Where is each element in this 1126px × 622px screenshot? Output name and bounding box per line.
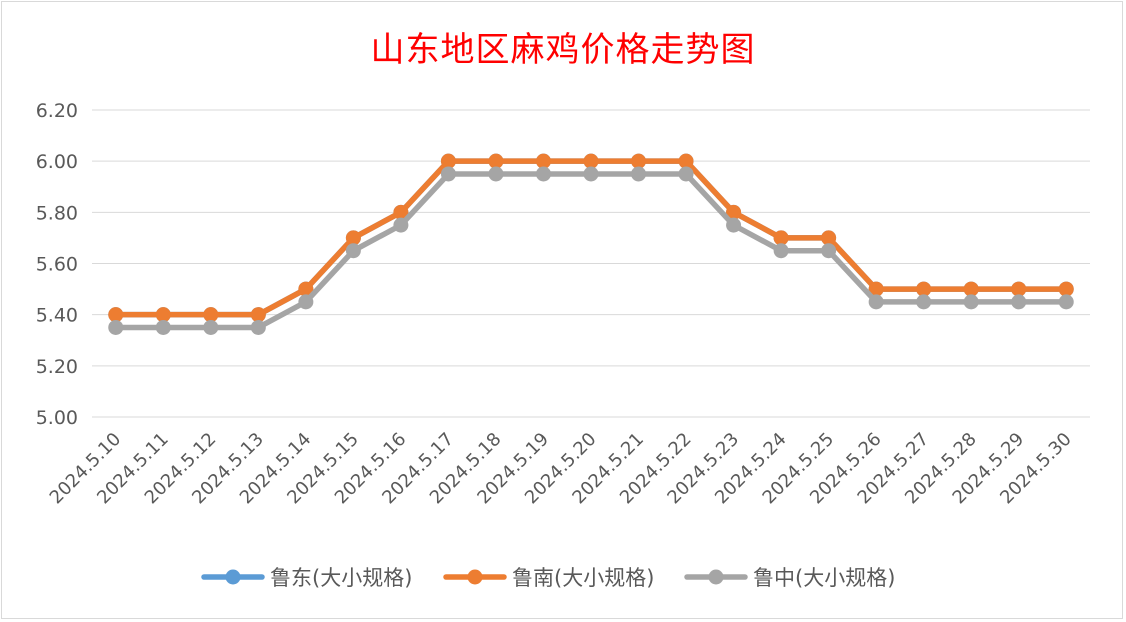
data-point (250, 307, 266, 323)
data-point (916, 281, 932, 297)
data-point (203, 319, 219, 335)
y-tick-label: 5.00 (36, 407, 78, 429)
data-point (821, 230, 837, 246)
data-point (535, 166, 551, 182)
data-point (345, 243, 361, 259)
data-point (1058, 294, 1074, 310)
data-point (678, 153, 694, 169)
legend: 鲁东(大小规格) 鲁南(大小规格) 鲁中(大小规格) (201, 566, 895, 590)
data-point (203, 307, 219, 323)
series-group (108, 153, 1074, 335)
y-axis: 5.00 5.20 5.40 5.60 5.80 6.00 6.20 (36, 100, 78, 429)
y-tick-label: 5.60 (36, 254, 78, 276)
legend-marker (225, 569, 241, 585)
data-point (108, 307, 124, 323)
data-point (440, 166, 456, 182)
data-point (583, 166, 599, 182)
legend-label: 鲁中(大小规格) (753, 566, 895, 590)
data-point (773, 243, 789, 259)
data-point (488, 166, 504, 182)
legend-label: 鲁南(大小规格) (512, 566, 654, 590)
chart-title: 山东地区麻鸡价格走势图 (370, 30, 756, 70)
legend-label: 鲁东(大小规格) (270, 566, 412, 590)
y-tick-label: 5.20 (36, 356, 78, 378)
y-tick-label: 6.00 (36, 151, 78, 173)
data-point (155, 307, 171, 323)
y-tick-label: 6.20 (36, 100, 78, 122)
y-tick-label: 5.40 (36, 305, 78, 327)
data-point (678, 166, 694, 182)
data-point (631, 153, 647, 169)
data-point (868, 294, 884, 310)
data-point (345, 230, 361, 246)
legend-marker (467, 569, 483, 585)
data-point (1011, 294, 1027, 310)
data-point (393, 217, 409, 233)
data-point (535, 153, 551, 169)
data-point (393, 204, 409, 220)
series-2 (108, 166, 1074, 335)
series-1 (108, 153, 1074, 323)
data-point (583, 153, 599, 169)
x-axis: 2024.5.102024.5.112024.5.122024.5.132024… (46, 429, 1076, 509)
data-point (440, 153, 456, 169)
data-point (108, 319, 124, 335)
data-point (773, 230, 789, 246)
data-point (916, 294, 932, 310)
y-tick-label: 5.80 (36, 202, 78, 224)
data-point (298, 294, 314, 310)
data-point (963, 281, 979, 297)
data-point (155, 319, 171, 335)
data-point (963, 294, 979, 310)
data-point (1058, 281, 1074, 297)
data-point (250, 319, 266, 335)
data-point (726, 217, 742, 233)
data-point (821, 243, 837, 259)
data-point (298, 281, 314, 297)
data-point (868, 281, 884, 297)
data-point (726, 204, 742, 220)
data-point (1011, 281, 1027, 297)
data-point (488, 153, 504, 169)
legend-marker (708, 569, 724, 585)
data-point (631, 166, 647, 182)
